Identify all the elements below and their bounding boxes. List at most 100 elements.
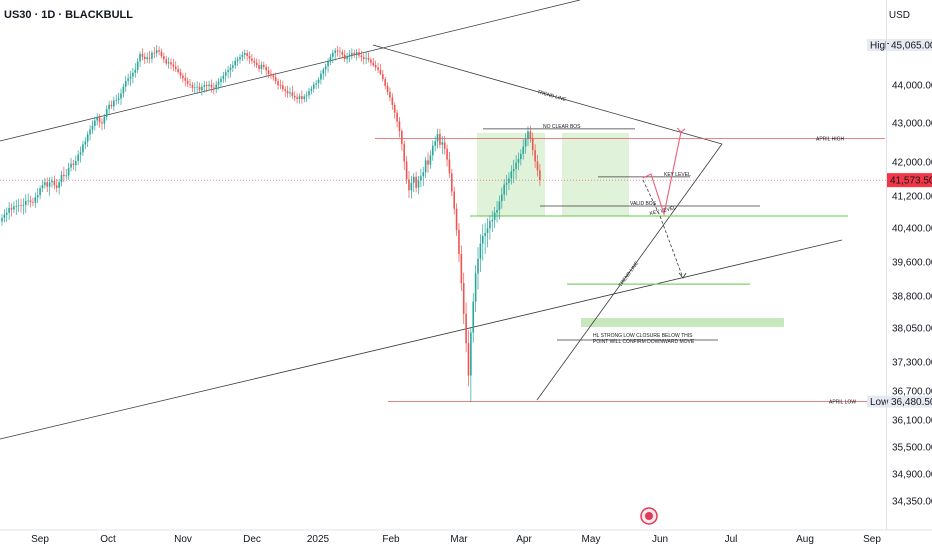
candle-body <box>205 85 208 87</box>
candle-body <box>367 58 370 60</box>
candle-body <box>36 195 39 198</box>
y-tick-label: 36,700.00 <box>892 387 932 398</box>
trend-line-descending <box>372 44 723 145</box>
candle-body <box>329 56 332 61</box>
y-tick-label: 44,000.00 <box>892 81 932 92</box>
candle-body <box>186 80 189 84</box>
candle-body <box>191 84 194 88</box>
candle-body <box>139 53 141 62</box>
candle-body <box>282 85 284 90</box>
candle-body <box>270 73 272 76</box>
candle-body <box>51 180 53 183</box>
candle-body <box>351 52 353 55</box>
candle-body <box>39 188 41 196</box>
x-axis: Sep Oct Nov Dec 2025 Feb Mar Apr May Jun Jul Aug Sep <box>31 534 881 545</box>
candle-body <box>91 125 94 130</box>
candle-body <box>124 80 127 87</box>
y-tick-label: 43,000.00 <box>892 119 932 130</box>
price-tags: High 45,065.00 Low 36,480.50 41,573.50 <box>867 39 932 408</box>
candle-body <box>489 221 491 229</box>
candle-body <box>353 52 356 56</box>
candle-body <box>248 56 251 59</box>
candle-body <box>127 78 129 81</box>
y-tick-label: 42,000.00 <box>892 158 932 169</box>
candle-body <box>439 133 441 145</box>
candle-body <box>348 54 351 57</box>
candle-body <box>524 139 527 147</box>
candle-body <box>498 201 501 210</box>
candle-body <box>232 65 234 68</box>
candle-body <box>184 78 187 81</box>
candle-body <box>522 146 525 155</box>
candle-body <box>89 129 91 135</box>
candle-body <box>189 83 191 85</box>
candle-body <box>98 117 101 123</box>
candle-body <box>372 62 375 66</box>
candle-body <box>310 88 313 91</box>
candle-body <box>403 143 406 162</box>
candle-body <box>477 258 479 274</box>
candle-body <box>146 57 148 60</box>
y-tick-label: 34,350.00 <box>892 497 932 508</box>
candle-body <box>20 205 22 207</box>
candle-body <box>434 141 436 146</box>
candle-body <box>327 60 329 67</box>
y-tick-label: 38,800.00 <box>892 292 932 303</box>
candle-body <box>453 191 455 209</box>
candle-body <box>79 152 82 155</box>
candle-body <box>246 53 248 57</box>
x-tick-label: Apr <box>516 534 532 545</box>
candle-body <box>74 160 77 165</box>
candle-body <box>467 343 470 376</box>
candle-body <box>474 273 477 302</box>
y-tick-label: 38,050.00 <box>892 324 932 335</box>
candle-body <box>303 96 306 100</box>
candle-body <box>422 172 425 177</box>
high-value-bg <box>889 39 932 51</box>
candle-body <box>215 84 217 88</box>
y-tick-label: 36,100.00 <box>892 416 932 427</box>
candle-body <box>443 142 446 149</box>
candle-body <box>417 180 420 188</box>
trend-line-label-top: TREND LINE <box>536 89 567 103</box>
candle-body <box>134 69 137 73</box>
candle-body <box>144 56 146 60</box>
tradingview-logo-icon[interactable] <box>636 506 662 526</box>
candle-body <box>179 72 182 76</box>
candle-body <box>293 95 296 98</box>
candle-body <box>510 171 513 179</box>
axis-divider <box>886 0 887 530</box>
candle-body <box>170 62 172 65</box>
currency-label[interactable]: USD <box>888 10 910 21</box>
candle-body <box>512 168 515 172</box>
candle-body <box>108 104 110 110</box>
candle-body <box>424 160 427 173</box>
hl-note-line-2: POINT WILL CONFIRM DOWNWARD MOVE <box>593 339 695 345</box>
candle-body <box>365 58 367 59</box>
candle-body <box>312 84 315 89</box>
y-tick-label: 41,200.00 <box>892 192 932 203</box>
candle-body <box>334 50 336 53</box>
candle-body <box>53 180 56 186</box>
candle-body <box>379 69 382 75</box>
candle-body <box>529 131 532 139</box>
candle-body <box>255 62 258 66</box>
candle-body <box>243 53 246 55</box>
y-tick-label: 37,300.00 <box>892 358 932 369</box>
candle-body <box>410 182 413 191</box>
candle-body <box>182 75 184 79</box>
candle-body <box>158 50 160 52</box>
key-level-2-label: KEY LEVEL <box>649 205 677 217</box>
last-price-bg <box>887 173 932 188</box>
candle-body <box>110 104 113 107</box>
candle-body <box>167 62 170 64</box>
candle-body <box>224 72 227 76</box>
candle-body <box>320 73 322 80</box>
candle-body <box>208 84 210 87</box>
candle-body <box>279 85 282 87</box>
candle-body <box>408 179 410 191</box>
candle-body <box>117 98 120 101</box>
candle-body <box>446 148 448 160</box>
candle-body <box>429 155 432 165</box>
